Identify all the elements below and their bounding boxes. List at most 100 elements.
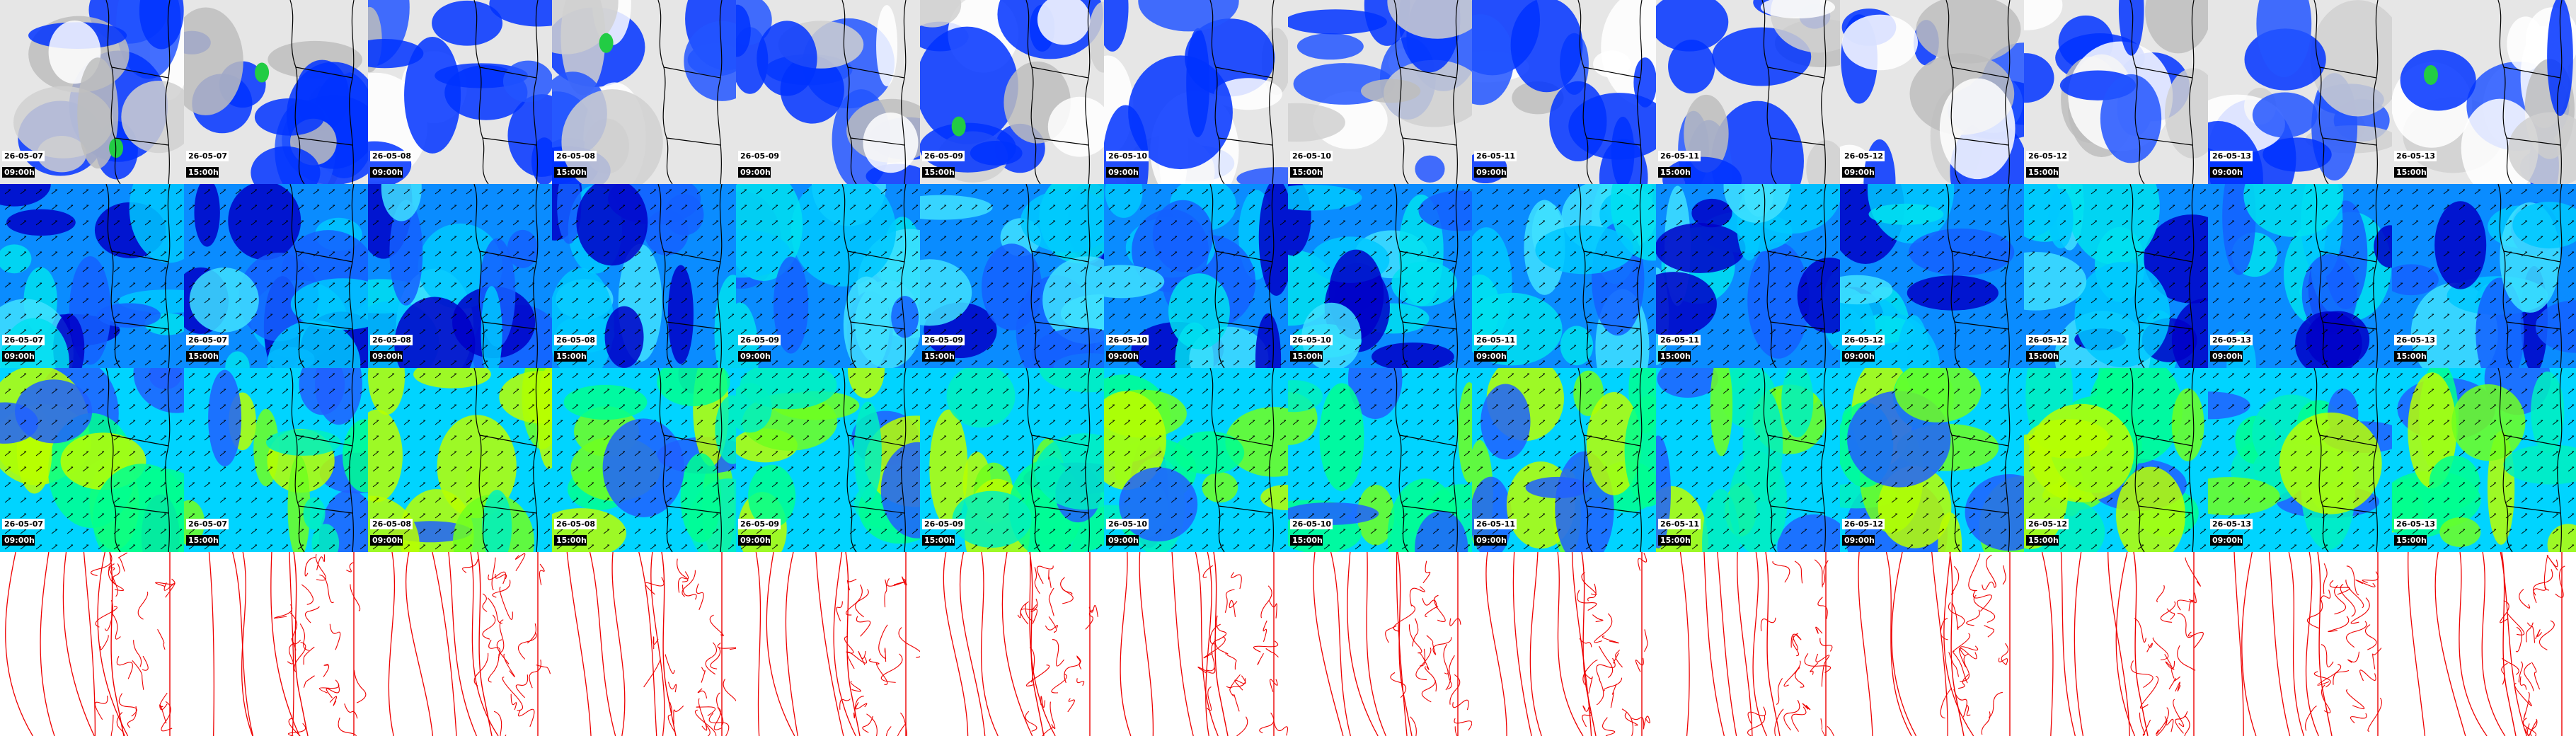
land-outline	[109, 552, 171, 736]
land-contour	[878, 624, 888, 660]
field-area	[1510, 0, 1583, 93]
land-contour	[713, 707, 723, 730]
time-box	[2026, 167, 2059, 178]
land-contour	[291, 638, 301, 651]
map-panel: 26-05-11 15:00h	[1656, 0, 1840, 184]
land-contour	[1449, 674, 1461, 705]
date-box	[2210, 519, 2253, 529]
date-box	[2, 519, 45, 529]
land-contour	[323, 664, 330, 677]
map-panel: 26-05-08 15:00h	[552, 184, 736, 368]
land-contour	[2507, 613, 2525, 636]
date-box	[738, 151, 781, 161]
time-label: 15:00h	[188, 168, 219, 177]
land-contour	[2177, 612, 2193, 638]
land-contour	[518, 708, 535, 728]
land-contour	[1205, 639, 1219, 672]
land-contour	[492, 580, 511, 598]
land-contour	[94, 695, 108, 720]
field-area	[2310, 0, 2392, 117]
isobar	[208, 552, 215, 736]
map-panel	[920, 552, 1104, 736]
isobar	[1313, 552, 1344, 736]
map-panel: 26-05-13 15:00h	[2392, 184, 2576, 368]
date-box	[1290, 151, 1333, 161]
isobar	[1557, 552, 1584, 736]
date-label: 26-05-09	[924, 519, 963, 529]
land-contour	[510, 694, 517, 711]
land-contour	[488, 654, 500, 683]
field-area	[2262, 137, 2332, 172]
land-contour	[108, 565, 125, 592]
land-contour	[1585, 674, 1593, 694]
land-contour	[315, 553, 326, 581]
land-contour	[496, 639, 510, 665]
map-panel: 26-05-09 15:00h	[920, 184, 1104, 368]
land-contour	[1426, 635, 1437, 655]
isobar	[638, 552, 657, 736]
land-contour	[1644, 629, 1648, 652]
map-background	[736, 552, 920, 736]
date-box	[186, 519, 229, 529]
land-contour	[899, 712, 907, 736]
land-contour	[665, 654, 675, 674]
land-contour	[2529, 718, 2538, 736]
land-contour	[2531, 662, 2541, 690]
map-panel	[1656, 552, 1840, 736]
isobar	[2268, 552, 2291, 736]
land-contour	[133, 640, 142, 667]
land-contour	[1048, 587, 1054, 616]
land-outline	[477, 552, 539, 736]
time-label: 09:00h	[1844, 536, 1875, 545]
land-contour	[1579, 638, 1592, 648]
time-label: 09:00h	[1476, 352, 1507, 361]
land-contour	[155, 578, 176, 587]
map-panel: 26-05-10 15:00h	[1288, 0, 1472, 184]
land-outline	[1397, 552, 1459, 736]
land-contour	[1827, 725, 1834, 736]
land-contour	[1791, 706, 1807, 732]
date-label: 26-05-12	[1844, 151, 1883, 161]
isobar	[1120, 552, 1132, 736]
isobar	[241, 552, 253, 736]
isobar	[611, 552, 626, 736]
land-contour	[1050, 701, 1056, 730]
land-contour	[1409, 586, 1425, 606]
isobar	[2408, 552, 2426, 736]
land-contour	[2177, 645, 2196, 671]
date-label: 26-05-13	[2396, 519, 2435, 529]
isobar	[1679, 552, 1690, 736]
time-label: 09:00h	[740, 168, 771, 177]
land-contour	[1432, 637, 1452, 655]
land-contour	[2345, 579, 2364, 609]
land-contour	[1958, 648, 1977, 667]
field-area	[254, 98, 325, 136]
land-contour	[1224, 589, 1235, 613]
land-contour	[482, 614, 496, 640]
map-panel: 26-05-12 09:00h	[1840, 368, 2024, 552]
land-outline	[1029, 552, 1091, 736]
land-contour	[1410, 716, 1417, 736]
time-label: 09:00h	[4, 352, 35, 361]
map-background	[552, 552, 736, 736]
land-contour	[1445, 655, 1455, 691]
land-contour	[1602, 636, 1619, 644]
land-contour	[682, 585, 697, 600]
date-box	[922, 151, 965, 161]
land-contour	[698, 698, 708, 731]
time-label: 09:00h	[1108, 536, 1139, 545]
land-contour	[1236, 716, 1248, 736]
land-contour	[488, 639, 501, 659]
land-contour	[338, 717, 357, 736]
land-outline	[1765, 552, 1827, 736]
land-contour	[1227, 655, 1237, 670]
map-panel	[736, 552, 920, 736]
date-box	[186, 151, 229, 161]
isobar	[62, 552, 95, 736]
land-contour	[1209, 623, 1221, 645]
time-label: 15:00h	[924, 352, 955, 361]
map-panel: 26-05-11 09:00h	[1472, 368, 1656, 552]
land-contour	[112, 563, 120, 585]
land-contour	[696, 706, 716, 716]
land-contour	[1968, 553, 1981, 592]
